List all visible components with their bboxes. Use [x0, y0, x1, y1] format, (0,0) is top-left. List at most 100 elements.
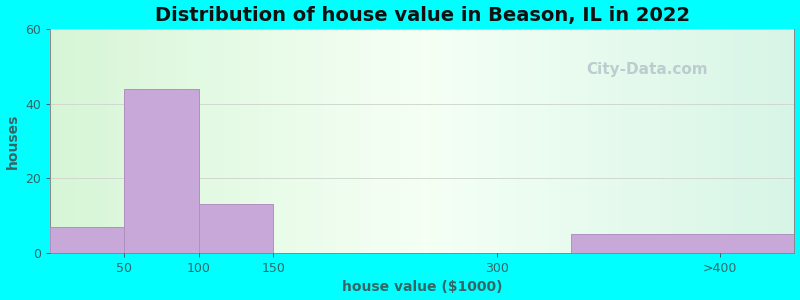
- Bar: [146, 29, 150, 253]
- Bar: [65, 29, 69, 253]
- Bar: [731, 29, 735, 253]
- Bar: [299, 29, 303, 253]
- Bar: [519, 29, 522, 253]
- Bar: [790, 29, 794, 253]
- Bar: [222, 29, 225, 253]
- Bar: [296, 29, 299, 253]
- Bar: [672, 29, 675, 253]
- Bar: [582, 29, 586, 253]
- Bar: [80, 29, 83, 253]
- Bar: [243, 29, 247, 253]
- Bar: [180, 29, 184, 253]
- Bar: [634, 29, 638, 253]
- Bar: [698, 29, 702, 253]
- Bar: [195, 29, 199, 253]
- Bar: [87, 29, 91, 253]
- Bar: [240, 29, 243, 253]
- Bar: [166, 29, 169, 253]
- Bar: [229, 29, 232, 253]
- Bar: [322, 29, 326, 253]
- Bar: [530, 29, 534, 253]
- Bar: [329, 29, 333, 253]
- Bar: [567, 29, 571, 253]
- Bar: [404, 29, 407, 253]
- Bar: [262, 29, 266, 253]
- Bar: [370, 29, 374, 253]
- Bar: [482, 29, 486, 253]
- Bar: [173, 29, 177, 253]
- Bar: [571, 234, 794, 253]
- Bar: [694, 29, 698, 253]
- Bar: [526, 29, 530, 253]
- Bar: [768, 29, 772, 253]
- Bar: [355, 29, 359, 253]
- Bar: [344, 29, 348, 253]
- Bar: [292, 29, 296, 253]
- Bar: [310, 29, 314, 253]
- Bar: [605, 29, 608, 253]
- X-axis label: house value ($1000): house value ($1000): [342, 280, 502, 294]
- Bar: [76, 29, 80, 253]
- Bar: [441, 29, 445, 253]
- Bar: [396, 29, 400, 253]
- Bar: [318, 29, 322, 253]
- Bar: [724, 29, 727, 253]
- Bar: [351, 29, 355, 253]
- Bar: [682, 29, 686, 253]
- Bar: [578, 29, 582, 253]
- Bar: [94, 29, 98, 253]
- Bar: [191, 29, 195, 253]
- Bar: [251, 29, 254, 253]
- Bar: [177, 29, 180, 253]
- Bar: [675, 29, 679, 253]
- Bar: [378, 29, 382, 253]
- Bar: [590, 29, 594, 253]
- Bar: [619, 29, 623, 253]
- Bar: [285, 29, 288, 253]
- Bar: [679, 29, 682, 253]
- Bar: [716, 29, 720, 253]
- Bar: [783, 29, 787, 253]
- Bar: [735, 29, 738, 253]
- Bar: [742, 29, 746, 253]
- Bar: [571, 29, 575, 253]
- Bar: [761, 29, 765, 253]
- Bar: [150, 29, 154, 253]
- Bar: [478, 29, 482, 253]
- Bar: [474, 29, 478, 253]
- Bar: [199, 204, 274, 253]
- Bar: [188, 29, 191, 253]
- Bar: [776, 29, 779, 253]
- Bar: [690, 29, 694, 253]
- Bar: [664, 29, 668, 253]
- Bar: [132, 29, 136, 253]
- Title: Distribution of house value in Beason, IL in 2022: Distribution of house value in Beason, I…: [154, 6, 690, 25]
- Bar: [515, 29, 519, 253]
- Bar: [779, 29, 783, 253]
- Bar: [106, 29, 110, 253]
- Bar: [586, 29, 590, 253]
- Bar: [556, 29, 560, 253]
- Bar: [91, 29, 94, 253]
- Bar: [232, 29, 236, 253]
- Bar: [411, 29, 414, 253]
- Bar: [359, 29, 362, 253]
- Bar: [713, 29, 716, 253]
- Bar: [504, 29, 508, 253]
- Bar: [136, 29, 139, 253]
- Bar: [206, 29, 210, 253]
- Bar: [616, 29, 619, 253]
- Bar: [333, 29, 337, 253]
- Bar: [270, 29, 274, 253]
- Bar: [102, 29, 106, 253]
- Bar: [50, 29, 54, 253]
- Bar: [549, 29, 553, 253]
- Bar: [393, 29, 396, 253]
- Bar: [254, 29, 258, 253]
- Bar: [426, 29, 430, 253]
- Bar: [69, 29, 72, 253]
- Bar: [340, 29, 344, 253]
- Bar: [564, 29, 567, 253]
- Bar: [623, 29, 627, 253]
- Bar: [470, 29, 474, 253]
